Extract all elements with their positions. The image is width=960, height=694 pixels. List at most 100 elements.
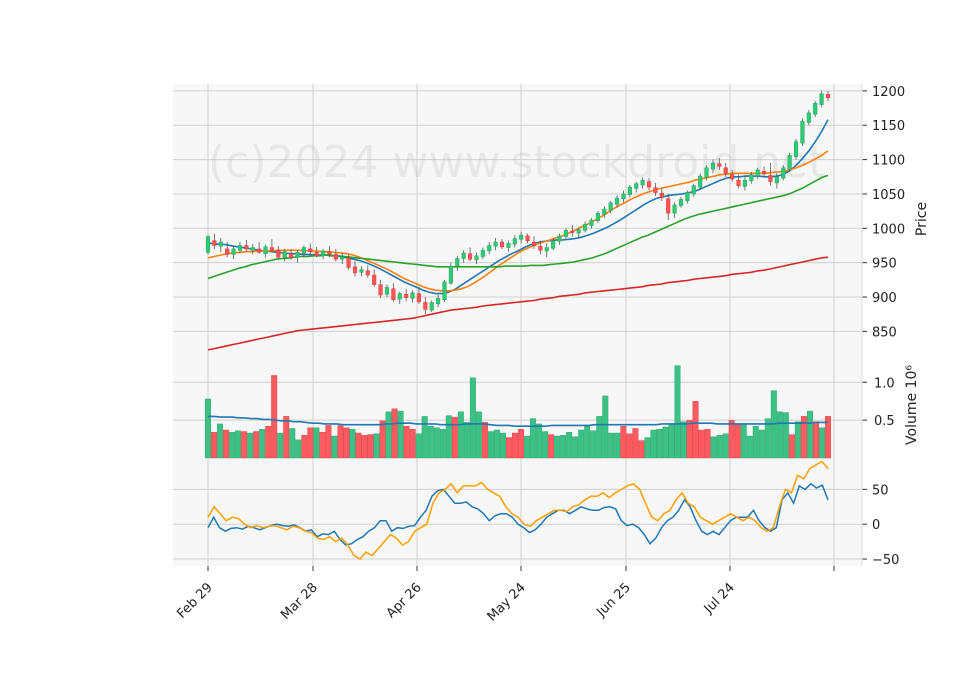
candle-body (321, 250, 326, 257)
volume-bar (734, 423, 741, 459)
volume-bar (253, 431, 260, 459)
candle-body (589, 219, 594, 226)
candle-body (333, 254, 338, 260)
oscillator-line (207, 460, 829, 560)
candle-body (340, 256, 345, 260)
volume-bar (638, 440, 645, 459)
candle-body (602, 208, 607, 215)
candle-body (583, 223, 588, 231)
candle-body (301, 247, 306, 254)
volume-bar (481, 422, 488, 459)
volume-bar (656, 429, 663, 459)
volume-bar (409, 429, 416, 459)
volume-bar (337, 425, 344, 459)
volume-bar (800, 416, 807, 459)
price-tick-label: 900 (872, 291, 897, 306)
volume-bar (421, 416, 428, 459)
candle-body (570, 230, 575, 233)
candle-body (730, 174, 735, 180)
volume-bar (674, 365, 681, 459)
candle-body (397, 293, 402, 300)
volume-bar (608, 432, 615, 459)
volume-bar (415, 433, 422, 459)
candle-body (710, 162, 715, 170)
candle-body (448, 265, 453, 284)
candle-body (276, 250, 281, 258)
volume-bar (235, 430, 242, 459)
volume-bar (542, 431, 549, 459)
volume-bar (301, 435, 308, 459)
volume-bar (487, 431, 494, 459)
candle-body (813, 102, 818, 115)
candle-body (327, 251, 332, 255)
volume-bar (361, 435, 368, 459)
volume-bar (776, 411, 783, 459)
volume-bar (572, 436, 579, 459)
candle-body (755, 169, 760, 177)
oscillator-tick-label: 0 (872, 518, 880, 533)
candle-body (269, 247, 274, 251)
volume-bar (373, 433, 380, 459)
candle-body (244, 245, 249, 250)
volume-bar (385, 411, 392, 459)
candle-body (384, 287, 390, 295)
candle-body (768, 175, 773, 182)
candle-body (493, 241, 498, 247)
volume-bar (223, 429, 230, 459)
volume-bar (554, 435, 561, 459)
volume-tick-label: 1.0 (874, 376, 895, 391)
volume-bar (620, 426, 627, 459)
volume-bar (518, 429, 524, 459)
volume-average (208, 415, 828, 428)
oscillator-panel-background (173, 458, 862, 566)
candle-body (557, 235, 562, 242)
moving-average-line (207, 256, 829, 351)
price-tick-label: 850 (872, 325, 897, 340)
volume-bar (632, 428, 639, 459)
candle-body (487, 245, 492, 252)
volume-bar (457, 411, 464, 459)
candle-body (282, 251, 287, 258)
candle-body (551, 240, 556, 249)
x-tick-label: Jul 24 (701, 580, 738, 617)
candle-body (429, 302, 434, 311)
volume-bar (506, 437, 512, 459)
candle-body (442, 281, 447, 301)
candle-body (480, 250, 485, 257)
volume-bar (391, 408, 398, 459)
volume-bar (548, 434, 555, 459)
candle-body (704, 167, 709, 178)
candle-body (512, 238, 517, 245)
candle-body (474, 255, 479, 261)
volume-bar (367, 434, 374, 459)
candle-body (352, 266, 358, 274)
volume-bar (343, 427, 350, 459)
candle-body (365, 270, 370, 276)
volume-bar (812, 421, 819, 459)
volume-bar (259, 429, 266, 459)
volume-bar (277, 432, 284, 459)
volume-bar (512, 432, 518, 459)
candle-body (205, 236, 211, 253)
volume-bar (271, 375, 278, 459)
volume-bar (536, 423, 543, 459)
volume-bar (307, 427, 314, 459)
candle-body (595, 212, 600, 221)
x-tick-label: Feb 29 (174, 580, 216, 622)
candle-body (608, 202, 613, 211)
candle-body (346, 257, 351, 268)
price-axis-title: Price (914, 202, 930, 236)
candle-body (698, 175, 703, 188)
candle-body (691, 185, 696, 195)
volume-bar (578, 429, 585, 459)
candle-body (212, 240, 217, 246)
price-panel-background (173, 84, 862, 352)
price-tick-label: 1100 (872, 154, 905, 169)
volume-bar (229, 432, 236, 459)
candle-body (666, 198, 671, 214)
volume-bar (740, 423, 747, 459)
price-tick-label: 1000 (872, 222, 905, 237)
volume-bar (469, 377, 476, 459)
candle-body (423, 302, 428, 310)
volume-bar (349, 429, 356, 459)
